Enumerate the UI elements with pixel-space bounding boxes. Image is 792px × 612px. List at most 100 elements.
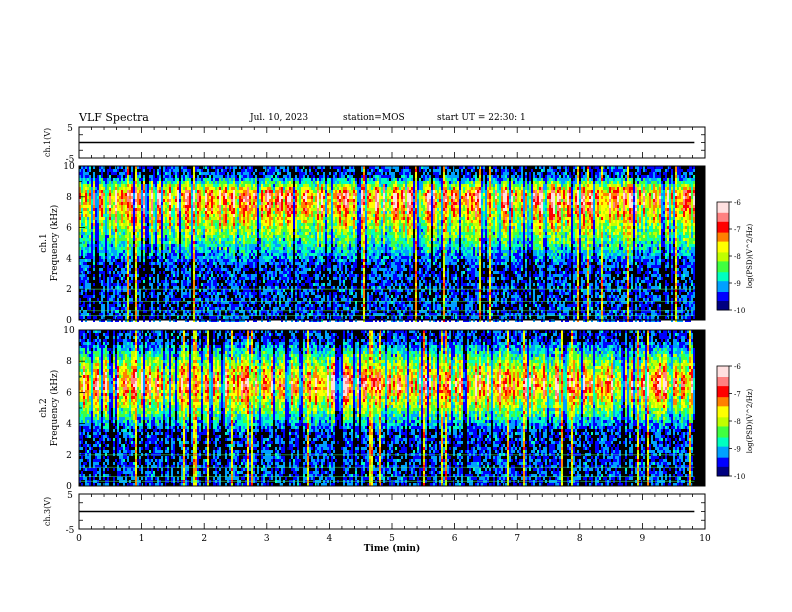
psd-cell bbox=[295, 280, 297, 283]
psd-cell bbox=[127, 211, 129, 214]
psd-cell bbox=[279, 271, 281, 274]
psd-cell bbox=[271, 250, 273, 253]
psd-cell bbox=[211, 250, 213, 253]
psd-cell bbox=[279, 295, 281, 298]
psd-cell bbox=[251, 262, 253, 265]
psd-cell bbox=[201, 196, 203, 199]
psd-cell bbox=[255, 226, 257, 229]
psd-cell bbox=[267, 316, 269, 319]
psd-cell bbox=[169, 199, 171, 202]
psd-cell bbox=[157, 238, 159, 241]
psd-cell bbox=[265, 223, 267, 226]
psd-cell bbox=[111, 298, 113, 301]
psd-cell bbox=[283, 205, 285, 208]
psd-cell bbox=[183, 187, 185, 190]
psd-cell bbox=[275, 169, 277, 172]
psd-cell bbox=[111, 295, 113, 298]
psd-cell bbox=[201, 169, 203, 172]
psd-cell bbox=[101, 316, 103, 319]
psd-cell bbox=[157, 199, 159, 202]
psd-cell bbox=[131, 274, 133, 277]
psd-cell bbox=[275, 241, 277, 244]
psd-cell bbox=[281, 262, 283, 265]
psd-cell bbox=[273, 310, 275, 313]
psd-cell bbox=[97, 181, 99, 184]
psd-cell bbox=[231, 205, 233, 208]
psd-cell bbox=[149, 208, 151, 211]
psd-cell bbox=[121, 214, 123, 217]
psd-cell bbox=[261, 229, 263, 232]
psd-cell bbox=[223, 262, 225, 265]
psd-cell bbox=[267, 178, 269, 181]
psd-cell bbox=[115, 301, 117, 304]
psd-cell bbox=[115, 211, 117, 214]
psd-cell bbox=[131, 172, 133, 175]
psd-cell bbox=[193, 298, 195, 301]
psd-cell bbox=[229, 166, 231, 169]
psd-cell bbox=[235, 250, 237, 253]
psd-cell bbox=[227, 196, 229, 199]
psd-cell bbox=[263, 226, 265, 229]
psd-cell bbox=[169, 262, 171, 265]
psd-cell bbox=[239, 253, 241, 256]
psd-cell bbox=[89, 181, 91, 184]
psd-cell bbox=[109, 295, 111, 298]
psd-cell bbox=[271, 217, 273, 220]
psd-cell bbox=[265, 259, 267, 262]
psd-cell bbox=[95, 232, 97, 235]
psd-cell bbox=[201, 172, 203, 175]
psd-cell bbox=[167, 229, 169, 232]
psd-cell bbox=[83, 274, 85, 277]
psd-cell bbox=[129, 199, 131, 202]
psd-cell bbox=[121, 226, 123, 229]
psd-cell bbox=[193, 235, 195, 238]
psd-cell bbox=[203, 205, 205, 208]
psd-cell bbox=[125, 280, 127, 283]
psd-cell bbox=[173, 193, 175, 196]
psd-cell bbox=[183, 316, 185, 319]
psd-cell bbox=[167, 172, 169, 175]
psd-cell bbox=[231, 286, 233, 289]
psd-cell bbox=[235, 166, 237, 169]
psd-cell bbox=[113, 202, 115, 205]
psd-cell bbox=[241, 178, 243, 181]
psd-cell bbox=[249, 289, 251, 292]
psd-cell bbox=[89, 169, 91, 172]
psd-cell bbox=[137, 250, 139, 253]
psd-cell bbox=[223, 247, 225, 250]
psd-cell bbox=[191, 232, 193, 235]
psd-cell bbox=[229, 250, 231, 253]
psd-cell bbox=[287, 169, 289, 172]
psd-cell bbox=[249, 190, 251, 193]
psd-cell bbox=[187, 202, 189, 205]
psd-cell bbox=[189, 187, 191, 190]
psd-cell bbox=[177, 316, 179, 319]
psd-cell bbox=[213, 280, 215, 283]
psd-cell bbox=[299, 205, 301, 208]
psd-cell bbox=[155, 178, 157, 181]
psd-cell bbox=[177, 211, 179, 214]
psd-cell bbox=[259, 289, 261, 292]
psd-cell bbox=[211, 172, 213, 175]
psd-cell bbox=[165, 172, 167, 175]
psd-cell bbox=[135, 217, 137, 220]
psd-cell bbox=[167, 301, 169, 304]
psd-cell bbox=[213, 244, 215, 247]
psd-cell bbox=[85, 199, 87, 202]
psd-cell bbox=[289, 196, 291, 199]
psd-cell bbox=[247, 250, 249, 253]
psd-cell bbox=[169, 295, 171, 298]
psd-cell bbox=[257, 205, 259, 208]
psd-cell bbox=[235, 268, 237, 271]
psd-cell bbox=[283, 304, 285, 307]
psd-cell bbox=[99, 220, 101, 223]
psd-cell bbox=[237, 181, 239, 184]
psd-cell bbox=[245, 289, 247, 292]
psd-cell bbox=[267, 301, 269, 304]
psd-cell bbox=[271, 214, 273, 217]
psd-cell bbox=[275, 274, 277, 277]
psd-cell bbox=[169, 241, 171, 244]
psd-cell bbox=[193, 208, 195, 211]
psd-cell bbox=[117, 169, 119, 172]
psd-cell bbox=[261, 307, 263, 310]
